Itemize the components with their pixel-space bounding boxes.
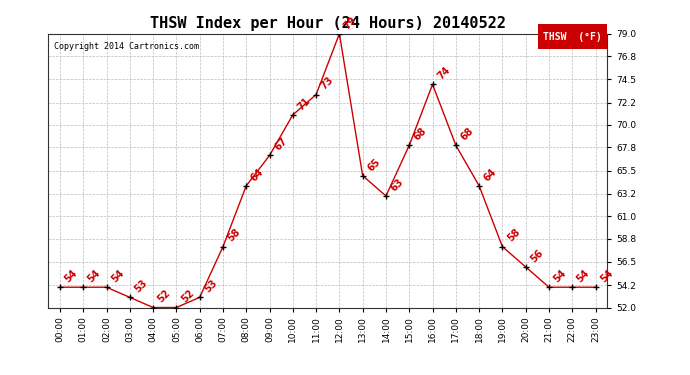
Text: 54: 54	[63, 268, 79, 285]
Text: 52: 52	[179, 288, 196, 305]
Text: 74: 74	[435, 65, 452, 82]
Text: Copyright 2014 Cartronics.com: Copyright 2014 Cartronics.com	[54, 42, 199, 51]
Text: 68: 68	[412, 126, 428, 142]
Text: 58: 58	[226, 227, 242, 244]
Text: 52: 52	[156, 288, 172, 305]
Text: THSW  (°F): THSW (°F)	[543, 32, 602, 42]
Text: 58: 58	[505, 227, 522, 244]
Text: 63: 63	[388, 177, 405, 193]
Text: 53: 53	[202, 278, 219, 295]
Text: 54: 54	[575, 268, 591, 285]
Text: 68: 68	[459, 126, 475, 142]
Text: 71: 71	[295, 96, 312, 112]
Text: 54: 54	[552, 268, 569, 285]
Text: 73: 73	[319, 75, 335, 92]
Text: 64: 64	[482, 166, 498, 183]
Text: 79: 79	[342, 14, 359, 31]
Text: 54: 54	[86, 268, 103, 285]
Title: THSW Index per Hour (24 Hours) 20140522: THSW Index per Hour (24 Hours) 20140522	[150, 16, 506, 31]
Text: 65: 65	[366, 156, 382, 173]
Text: 56: 56	[529, 248, 545, 264]
Text: 53: 53	[132, 278, 149, 295]
Text: 54: 54	[109, 268, 126, 285]
Text: 67: 67	[273, 136, 289, 153]
Text: 64: 64	[249, 166, 266, 183]
Text: 54: 54	[598, 268, 615, 285]
